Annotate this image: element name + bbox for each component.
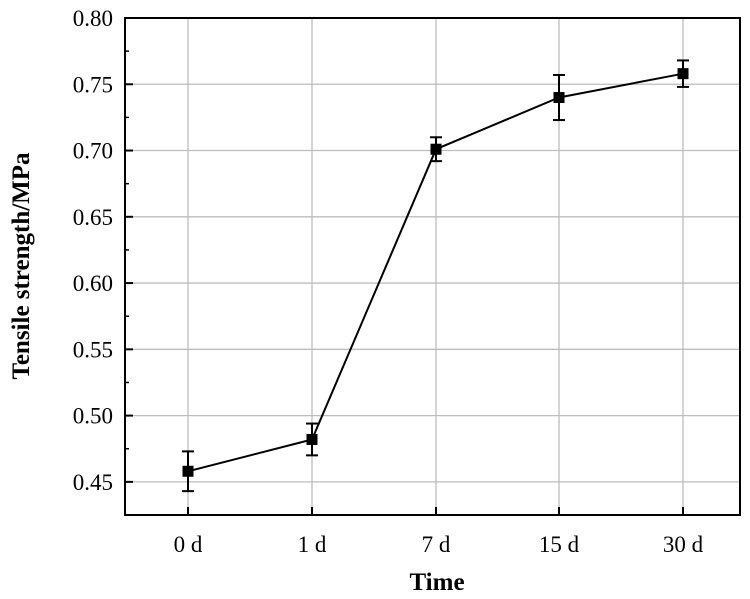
- y-tick-label: 0.50: [73, 404, 113, 429]
- x-tick-label: 7 d: [422, 532, 451, 557]
- data-point-marker: [677, 68, 689, 80]
- data-point-marker: [553, 92, 565, 104]
- plot-background: [125, 18, 740, 515]
- x-tick-label: 15 d: [539, 532, 580, 557]
- y-tick-label: 0.65: [73, 205, 113, 230]
- data-markers: [182, 68, 689, 477]
- y-axis-ticks: 0.45 0.50 0.55 0.60 0.65 0.70 0.75 0.80: [73, 6, 133, 516]
- data-point-marker: [430, 143, 442, 155]
- x-axis-title: Time: [409, 569, 464, 596]
- y-axis-title: Tensile strength/MPa: [8, 152, 35, 380]
- y-tick-label: 0.80: [73, 6, 113, 31]
- y-tick-label: 0.70: [73, 139, 113, 164]
- x-axis-ticks: 0 d 1 d 7 d 15 d 30 d: [174, 507, 704, 557]
- x-tick-label: 30 d: [663, 532, 704, 557]
- x-tick-label: 0 d: [174, 532, 203, 557]
- y-tick-label: 0.75: [73, 72, 113, 97]
- data-point-marker: [306, 433, 318, 445]
- x-tick-label: 1 d: [298, 532, 327, 557]
- data-point-marker: [182, 465, 194, 477]
- y-tick-label: 0.55: [73, 337, 113, 362]
- plot-frame: [124, 17, 741, 516]
- y-tick-label: 0.60: [73, 271, 113, 296]
- y-tick-label: 0.45: [73, 470, 113, 495]
